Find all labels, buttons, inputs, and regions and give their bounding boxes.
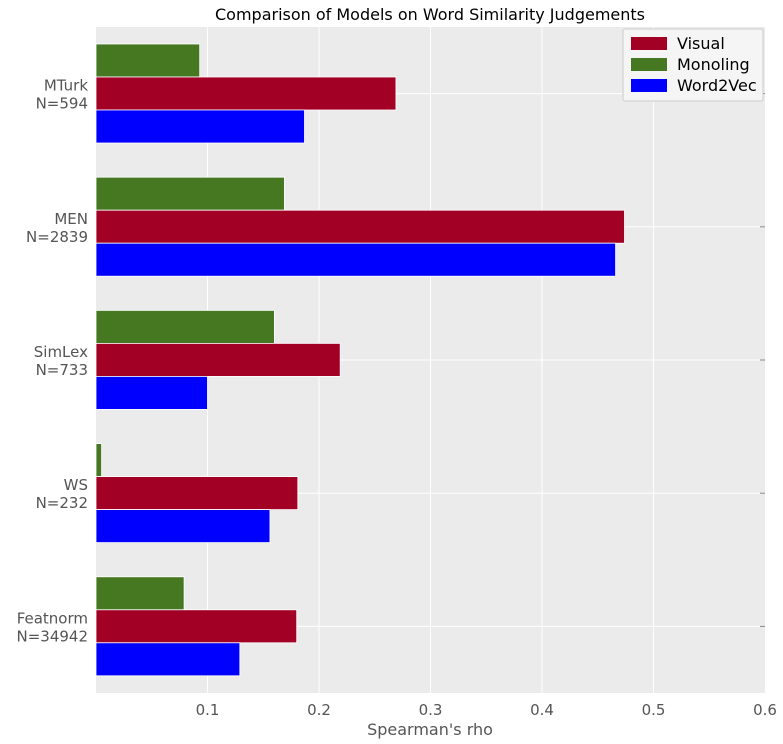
x-tick-label: 0.6 [753, 701, 777, 719]
bar-monoling-simlex [95, 309, 275, 344]
legend-swatch-visual [631, 37, 667, 50]
bar-visual-featnorm [95, 609, 298, 644]
legend-swatch-word2vec [631, 79, 667, 92]
bar-visual-men [95, 209, 625, 244]
bar-monoling-featnorm [95, 576, 185, 611]
bar-monoling-ws [95, 443, 102, 478]
x-tick-label: 0.3 [419, 701, 443, 719]
y-tick-label: Featnorm [17, 609, 88, 627]
bar-word2vec-mturk [95, 109, 305, 144]
bar-visual-ws [95, 476, 299, 511]
legend-label-word2vec: Word2Vec [677, 76, 757, 95]
bar-word2vec-men [95, 242, 616, 277]
chart-title: Comparison of Models on Word Similarity … [215, 5, 645, 24]
y-tick-label-n: N=733 [36, 361, 88, 379]
bar-word2vec-ws [95, 509, 271, 544]
bar-monoling-mturk [95, 43, 201, 78]
y-tick-label-n: N=34942 [16, 627, 88, 645]
x-tick-label: 0.4 [530, 701, 554, 719]
y-tick-label: WS [64, 476, 88, 494]
bar-visual-mturk [95, 76, 397, 111]
bars [95, 43, 625, 677]
bar-visual-simlex [95, 342, 341, 377]
y-tick-label-n: N=232 [36, 494, 88, 512]
bar-word2vec-simlex [95, 375, 208, 410]
bar-word2vec-featnorm [95, 642, 241, 677]
legend: Visual Monoling Word2Vec [622, 28, 764, 102]
legend-label-visual: Visual [677, 34, 725, 53]
y-tick-label-n: N=2839 [26, 228, 88, 246]
legend-label-monoling: Monoling [677, 55, 750, 74]
legend-swatch-monoling [631, 58, 667, 71]
x-tick-label: 0.2 [307, 701, 331, 719]
y-tick-label-n: N=594 [36, 95, 88, 113]
y-tick-label: SimLex [34, 343, 88, 361]
x-tick-label: 0.1 [196, 701, 220, 719]
y-tick-label: MEN [54, 210, 88, 228]
x-tick-label: 0.5 [642, 701, 666, 719]
x-axis-title: Spearman's rho [367, 720, 493, 739]
bar-monoling-men [95, 176, 285, 211]
y-tick-label: MTurk [44, 77, 89, 95]
